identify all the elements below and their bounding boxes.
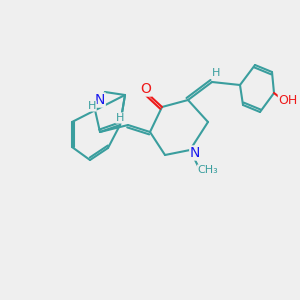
Text: H: H [116,113,124,123]
Text: H: H [88,101,96,111]
Text: OH: OH [278,94,298,106]
Text: N: N [190,146,200,160]
Text: CH₃: CH₃ [198,165,218,175]
Text: O: O [141,82,152,96]
Text: H: H [212,68,220,78]
Text: N: N [95,93,105,107]
